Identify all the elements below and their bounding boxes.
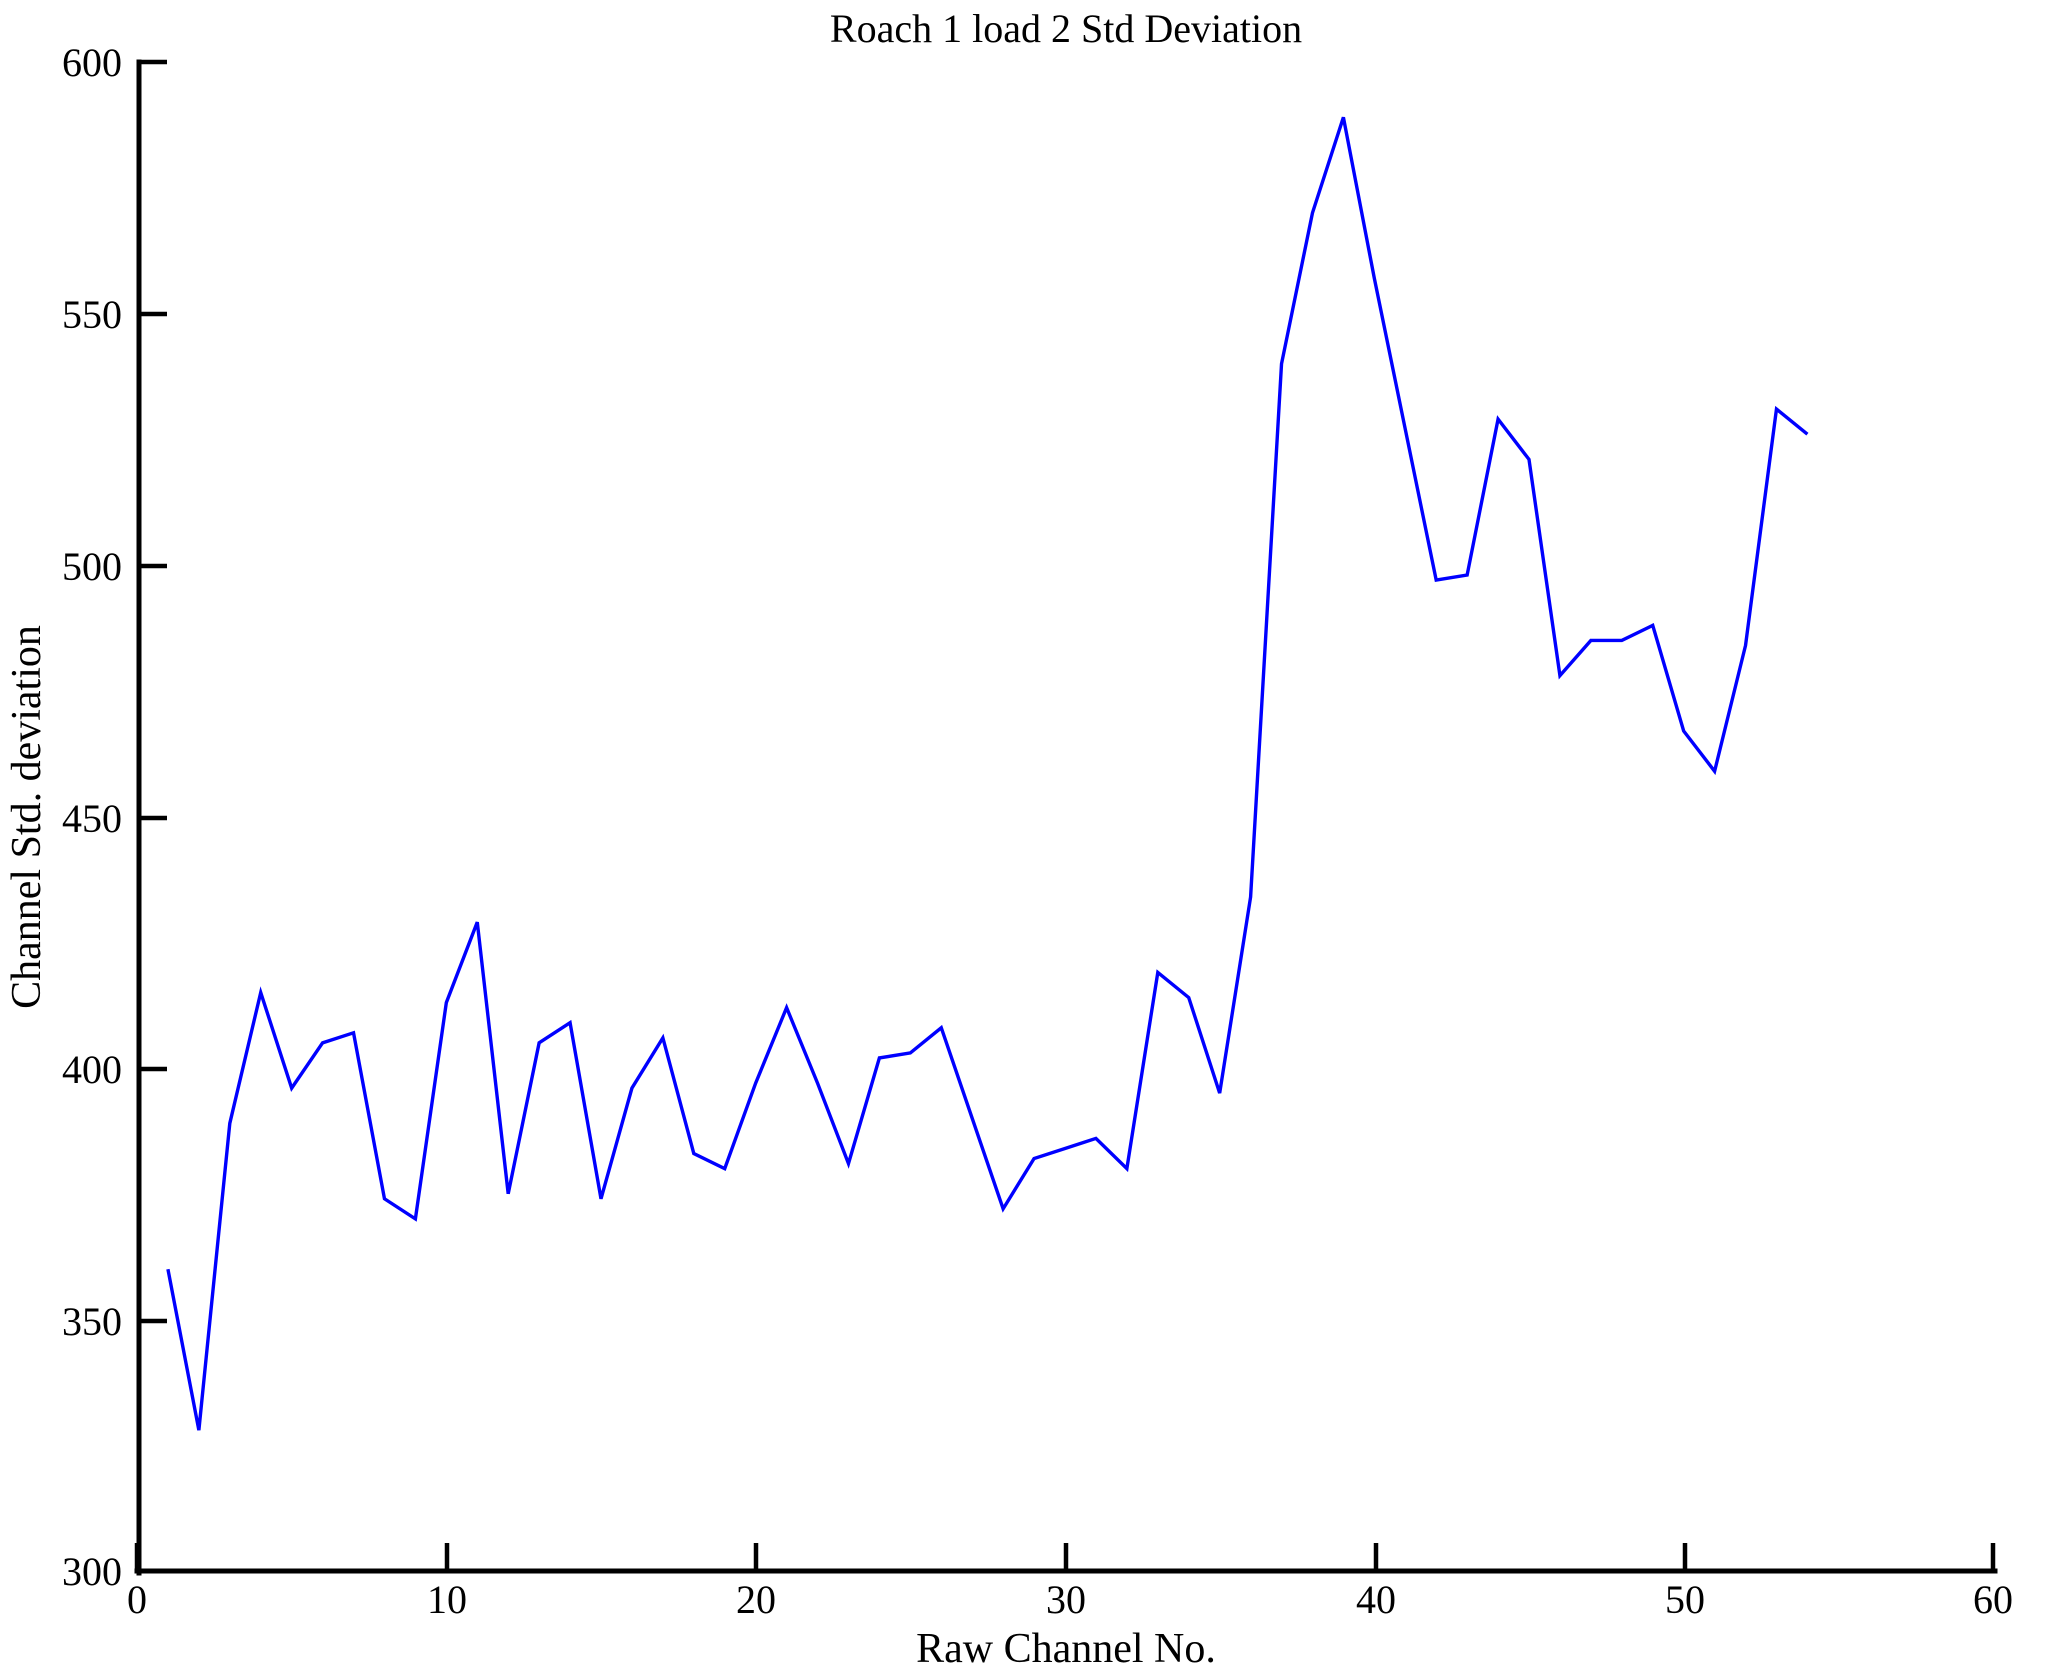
ytick-label-450: 450	[62, 796, 122, 841]
y-axis-title: Channel Std. deviation	[4, 625, 50, 1009]
xtick-label-30: 30	[1046, 1577, 1086, 1622]
xtick-label-20: 20	[736, 1577, 776, 1622]
xtick-label-0: 0	[127, 1577, 147, 1622]
y-axis-tick-labels: 600 550 500 450 400 350 300	[62, 40, 122, 1594]
y-axis-ticks	[139, 59, 167, 1574]
xtick-label-40: 40	[1356, 1577, 1396, 1622]
chart-title: Roach 1 load 2 Std Deviation	[830, 6, 1302, 51]
plot-area-background	[137, 62, 1995, 1573]
ytick-label-350: 350	[62, 1299, 122, 1344]
x-axis-title: Raw Channel No.	[916, 1626, 1216, 1671]
ytick-label-300: 300	[62, 1549, 122, 1594]
ytick-label-500: 500	[62, 544, 122, 589]
ytick-label-400: 400	[62, 1047, 122, 1092]
ytick-label-600: 600	[62, 40, 122, 85]
x-axis-tick-labels: 0 10 20 30 40 50 60	[127, 1577, 2013, 1622]
x-axis-ticks	[134, 1543, 1996, 1571]
data-series-line	[166, 116, 1809, 1431]
xtick-label-10: 10	[427, 1577, 467, 1622]
ytick-label-550: 550	[62, 292, 122, 337]
xtick-label-50: 50	[1665, 1577, 1705, 1622]
xtick-label-60: 60	[1973, 1577, 2013, 1622]
